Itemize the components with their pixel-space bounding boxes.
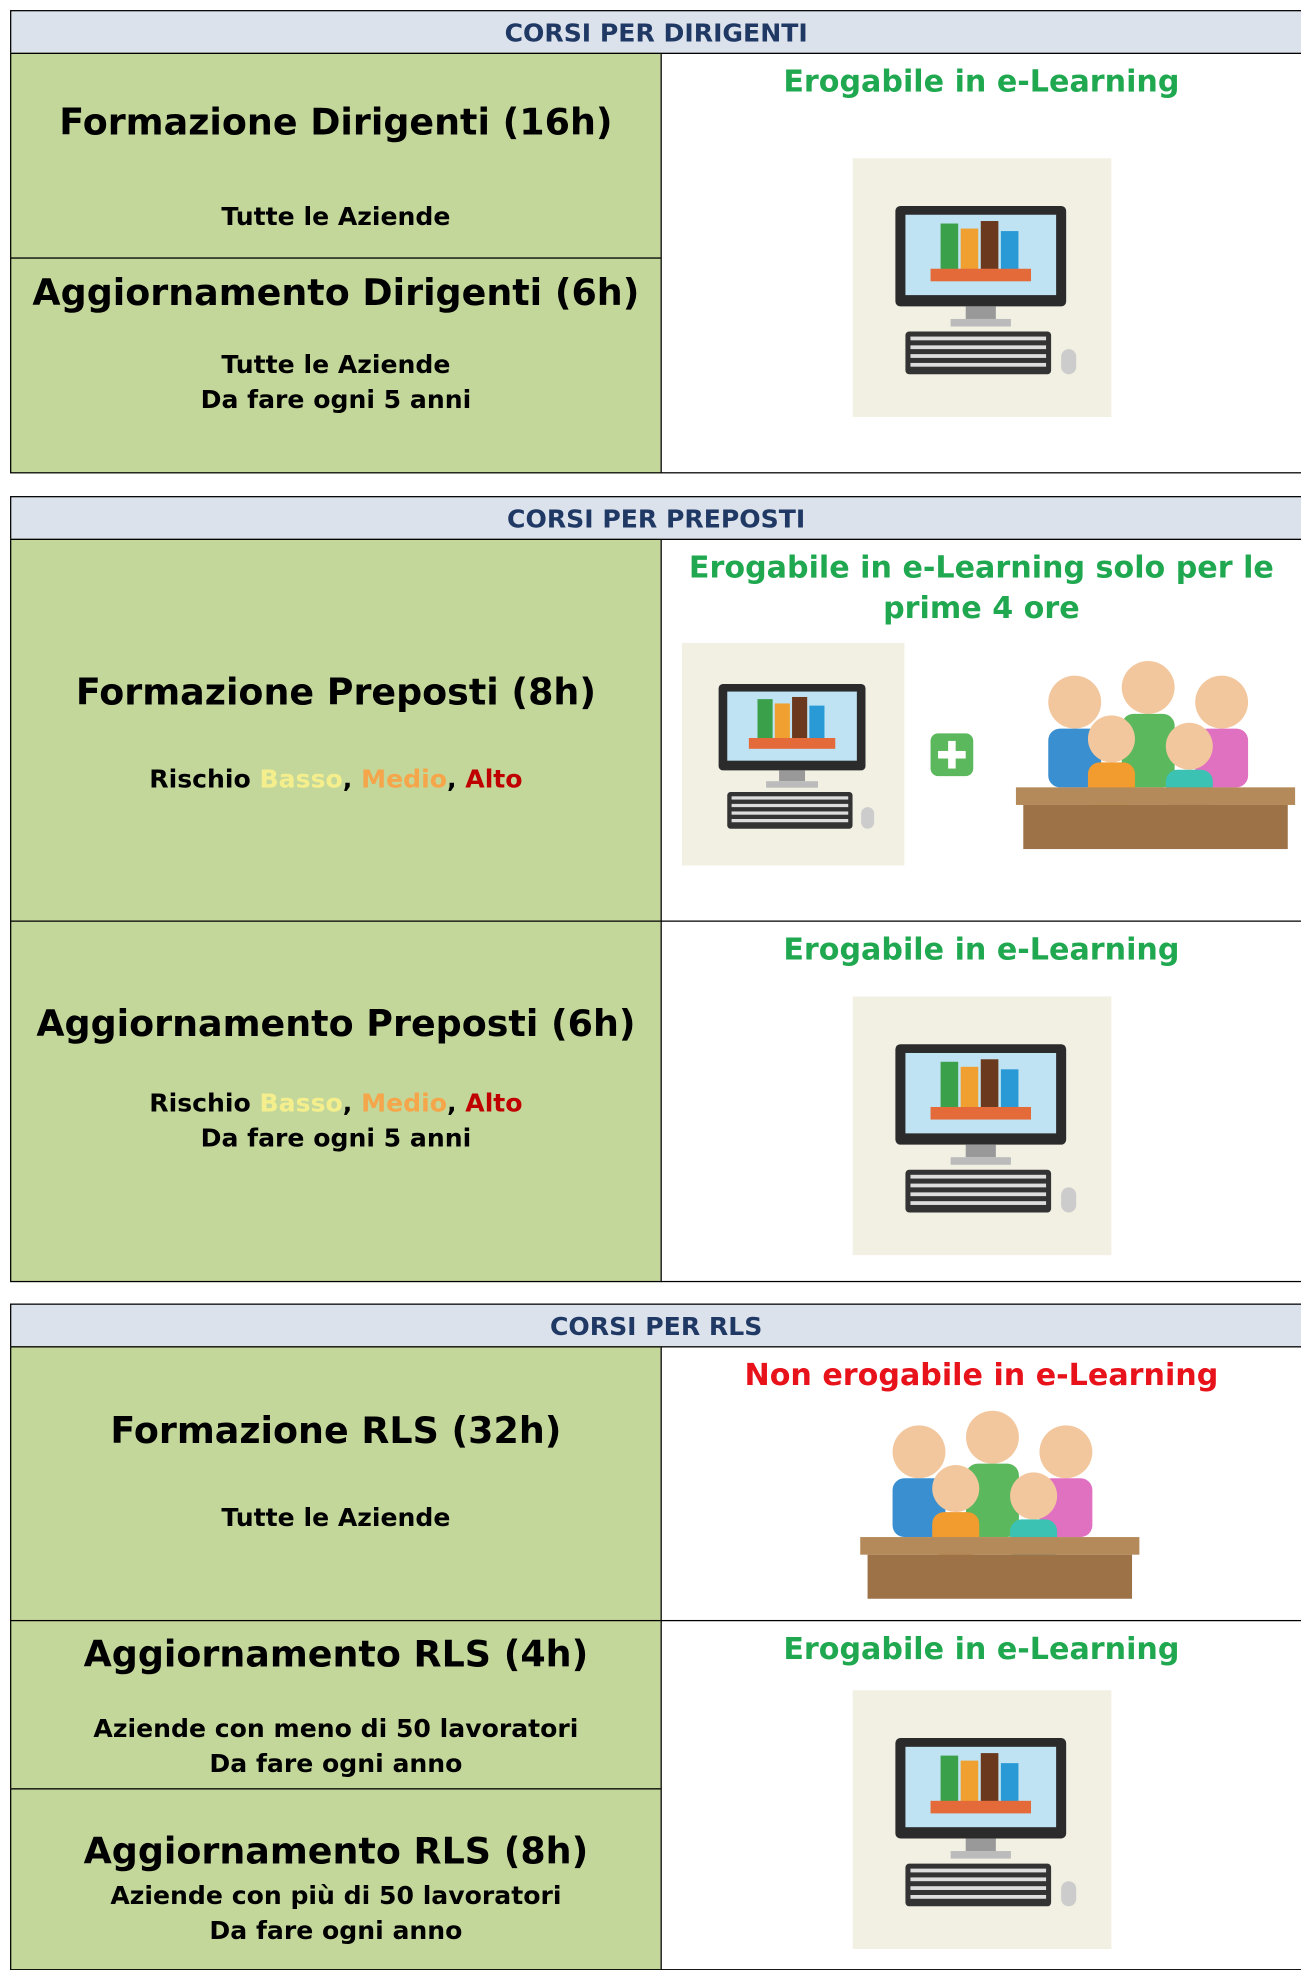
course-details: Rischio Basso, Medio, Alto Da fare ogni 5… (11, 1085, 660, 1155)
illustration (860, 1410, 1140, 1599)
risk-level: Rischio (149, 763, 260, 794)
risk-level: Medio (361, 763, 447, 794)
course-detail: Aziende con più di 50 lavoratori (110, 1879, 562, 1911)
course-details: Tutte le Aziende Da fare ogni 5 anni (11, 347, 660, 417)
delivery-cell: Erogabile in e-Learning (660, 1619, 1301, 1970)
risk-level: Basso (259, 763, 343, 794)
course-title: Aggiornamento Preposti (6h) (36, 1002, 636, 1045)
delivery-note: Erogabile in e-Learning (783, 931, 1180, 967)
risk-level: Alto (465, 763, 523, 794)
illustration (852, 1690, 1112, 1950)
risk-line: Rischio Basso, Medio, Alto (11, 761, 660, 796)
risk-level: Basso (259, 1087, 343, 1118)
risk-level: , (446, 1087, 466, 1118)
course-detail: Tutte le Aziende (221, 200, 451, 232)
course-detail: Da fare ogni anno (209, 1748, 463, 1779)
course-cell: Aggiornamento RLS (8h) Aziende con più di… (10, 1788, 662, 1970)
course-cell: Formazione RLS (32h) Tutte le Aziende (10, 1346, 662, 1622)
section-header: CORSI PER DIRIGENTI (10, 10, 1301, 54)
course-title: Aggiornamento RLS (8h) (83, 1829, 589, 1873)
course-detail: Da fare ogni 5 anni (200, 384, 472, 415)
course-detail: Aziende con meno di 50 lavoratori (93, 1712, 579, 1744)
illustration (681, 642, 1296, 866)
delivery-note: Erogabile in e-Learning solo per le prim… (688, 550, 1274, 626)
course-cell: Aggiornamento Dirigenti (6h) Tutte le Azi… (10, 257, 662, 474)
course-details: Aziende con meno di 50 lavoratori Da fare… (11, 1710, 660, 1780)
section-header: CORSI PER RLS (10, 1303, 1301, 1348)
course-title: Formazione RLS (32h) (110, 1409, 562, 1452)
risk-level: Rischio (149, 1087, 260, 1118)
course-details: Tutte le Aziende (11, 198, 660, 233)
section-header: CORSI PER PREPOSTI (10, 496, 1301, 540)
course-details: Tutte le Aziende (11, 1499, 660, 1534)
delivery-cell: Erogabile in e-Learning solo per le prim… (660, 538, 1301, 922)
course-detail: Da fare ogni anno (209, 1915, 463, 1946)
course-detail: Tutte le Aziende (221, 1501, 451, 1533)
risk-line: Rischio Basso, Medio, Alto (11, 1085, 660, 1120)
illustration (852, 158, 1112, 417)
course-detail: Tutte le Aziende (221, 349, 451, 380)
course-title: Formazione Dirigenti (16h) (59, 100, 613, 144)
delivery-note: Erogabile in e-Learning (783, 64, 1180, 100)
course-title: Formazione Preposti (8h) (75, 670, 596, 714)
course-details: Aziende con più di 50 lavoratori Da fare … (11, 1877, 660, 1947)
course-title: Aggiornamento RLS (4h) (83, 1632, 589, 1676)
course-detail: Da fare ogni 5 anni (200, 1122, 472, 1153)
risk-level: Medio (361, 1087, 447, 1118)
course-cell: Formazione Dirigenti (16h) Tutte le Azien… (10, 52, 662, 259)
risk-level: , (342, 1087, 362, 1118)
course-title: Aggiornamento Dirigenti (6h) (32, 271, 640, 314)
risk-level: Alto (465, 1087, 523, 1118)
delivery-cell: Erogabile in e-Learning (660, 52, 1301, 474)
risk-level: , (342, 763, 362, 794)
course-cell: Formazione Preposti (8h) Rischio Basso, M… (10, 538, 662, 922)
risk-level: , (446, 763, 466, 794)
delivery-cell: Non erogabile in e-Learning (660, 1346, 1301, 1622)
course-cell: Aggiornamento Preposti (6h) Rischio Basso… (10, 920, 662, 1283)
delivery-note: Non erogabile in e-Learning (744, 1357, 1219, 1393)
delivery-note: Erogabile in e-Learning (783, 1631, 1180, 1667)
course-cell: Aggiornamento RLS (4h) Aziende con meno d… (10, 1619, 662, 1790)
delivery-cell: Erogabile in e-Learning (660, 920, 1301, 1283)
course-details: Rischio Basso, Medio, Alto (11, 761, 660, 796)
illustration (852, 996, 1112, 1256)
